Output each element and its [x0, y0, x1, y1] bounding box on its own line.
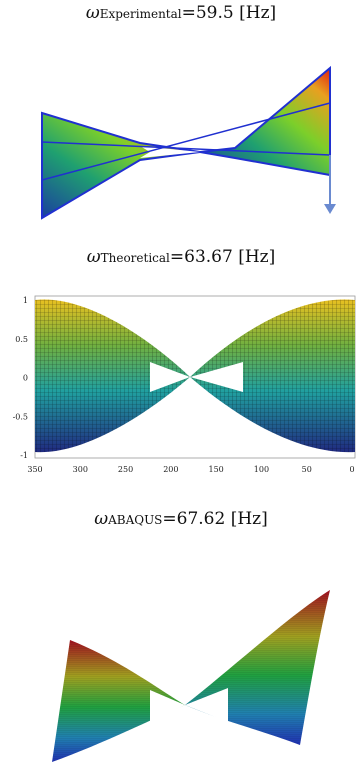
- caption: ωExperimental=59.5 [Hz]: [86, 3, 276, 23]
- y-tick-label: -0.5: [13, 412, 28, 421]
- y-tick-label: 1: [23, 296, 28, 305]
- x-tick-label: 150: [209, 465, 224, 474]
- caption: ωABAQUS=67.62 [Hz]: [94, 509, 268, 529]
- x-tick-label: 100: [254, 465, 269, 474]
- symbol: ω: [86, 3, 100, 23]
- x-tick-label: 350: [27, 465, 42, 474]
- y-tick-label: -1: [20, 451, 28, 460]
- x-tick-label: 250: [118, 465, 133, 474]
- y-tick-label: 0.5: [15, 335, 28, 344]
- subscript: ABAQUS: [107, 513, 162, 527]
- x-tick-label: 50: [302, 465, 312, 474]
- theoretical-plot: 1 0.5 0 -0.5 -1 350 300 250 200 150 100 50 0: [13, 296, 355, 474]
- symbol: ω: [94, 509, 108, 529]
- value: =59.5 [Hz]: [182, 3, 277, 23]
- figure: ωExperimental=59.5 [Hz] ωTheoretical=63.…: [0, 0, 362, 782]
- subscript: Experimental: [100, 7, 182, 21]
- x-tick-label: 200: [163, 465, 178, 474]
- experimental-shape: [42, 68, 336, 218]
- abaqus-shape: [52, 590, 330, 762]
- value: =67.62 [Hz]: [162, 509, 267, 529]
- value: =63.67 [Hz]: [170, 247, 275, 267]
- page: {"panels": [ {"symbol": "ω", "subscript"…: [0, 0, 362, 782]
- caption: ωTheoretical=63.67 [Hz]: [87, 247, 276, 267]
- subscript: Theoretical: [101, 251, 170, 265]
- y-tick-label: 0: [23, 374, 28, 383]
- symbol: ω: [87, 247, 101, 267]
- x-tick-label: 0: [349, 465, 354, 474]
- x-tick-label: 300: [73, 465, 88, 474]
